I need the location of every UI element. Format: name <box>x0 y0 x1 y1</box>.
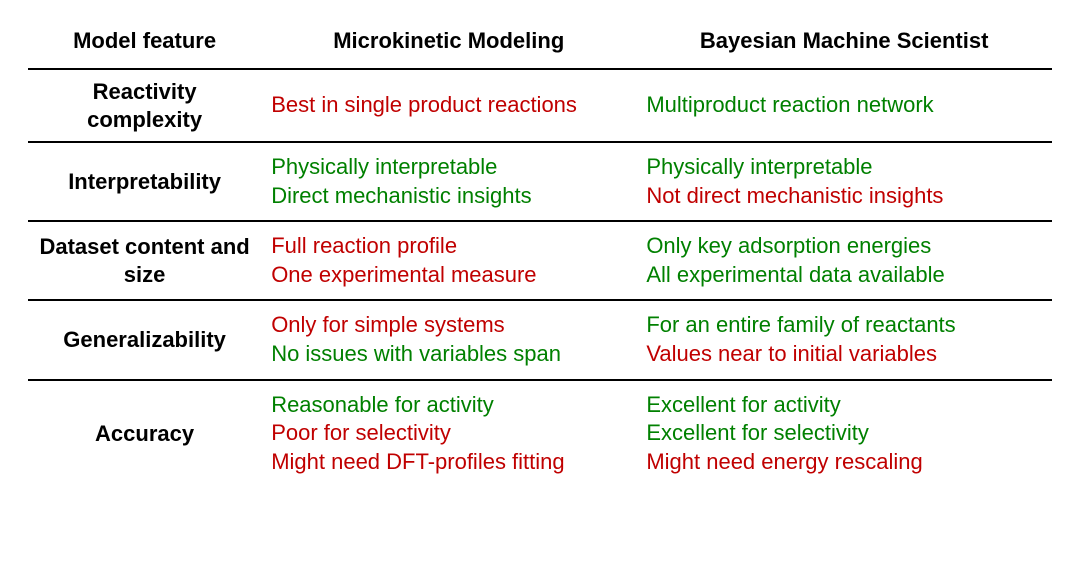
cell-line: No issues with variables span <box>271 340 630 369</box>
comparison-table-container: Model feature Microkinetic Modeling Baye… <box>0 0 1080 567</box>
comparison-table: Model feature Microkinetic Modeling Baye… <box>28 18 1052 486</box>
cell-line: Direct mechanistic insights <box>271 182 630 211</box>
microkinetic-cell: Reasonable for activityPoor for selectiv… <box>261 380 636 487</box>
feature-label: Generalizability <box>28 300 261 379</box>
table-row: GeneralizabilityOnly for simple systemsN… <box>28 300 1052 379</box>
cell-line: One experimental measure <box>271 261 630 290</box>
cell-line: Excellent for selectivity <box>646 419 1046 448</box>
table-row: InterpretabilityPhysically interpretable… <box>28 142 1052 221</box>
microkinetic-cell: Full reaction profileOne experimental me… <box>261 221 636 300</box>
feature-label: Accuracy <box>28 380 261 487</box>
feature-label: Interpretability <box>28 142 261 221</box>
table-row: Reactivity complexity Best in single prod… <box>28 69 1052 142</box>
cell-line: All experimental data available <box>646 261 1046 290</box>
microkinetic-cell: Best in single product reactions <box>261 69 636 142</box>
microkinetic-cell: Physically interpretableDirect mechanist… <box>261 142 636 221</box>
cell-line: Only key adsorption energies <box>646 232 1046 261</box>
cell-line: Full reaction profile <box>271 232 630 261</box>
header-model-feature: Model feature <box>28 18 261 69</box>
cell-line: Physically interpretable <box>271 153 630 182</box>
cell-line: Physically interpretable <box>646 153 1046 182</box>
cell-line: For an entire family of reactants <box>646 311 1046 340</box>
bayesian-cell: Multiproduct reaction network <box>636 69 1052 142</box>
table-row: AccuracyReasonable for activityPoor for … <box>28 380 1052 487</box>
microkinetic-cell: Only for simple systemsNo issues with va… <box>261 300 636 379</box>
cell-line: Multiproduct reaction network <box>646 91 1046 120</box>
cell-line: Poor for selectivity <box>271 419 630 448</box>
bayesian-cell: Only key adsorption energiesAll experime… <box>636 221 1052 300</box>
cell-line: Reasonable for activity <box>271 391 630 420</box>
table-row: Dataset content and sizeFull reaction pr… <box>28 221 1052 300</box>
feature-label: Reactivity complexity <box>28 69 261 142</box>
bayesian-cell: Physically interpretableNot direct mecha… <box>636 142 1052 221</box>
cell-line: Might need energy rescaling <box>646 448 1046 477</box>
cell-line: Excellent for activity <box>646 391 1046 420</box>
cell-line: Might need DFT-profiles fitting <box>271 448 630 477</box>
cell-line: Not direct mechanistic insights <box>646 182 1046 211</box>
cell-line: Only for simple systems <box>271 311 630 340</box>
bayesian-cell: Excellent for activityExcellent for sele… <box>636 380 1052 487</box>
header-microkinetic: Microkinetic Modeling <box>261 18 636 69</box>
cell-line: Best in single product reactions <box>271 91 630 120</box>
cell-line: Values near to initial variables <box>646 340 1046 369</box>
header-bayesian: Bayesian Machine Scientist <box>636 18 1052 69</box>
feature-label: Dataset content and size <box>28 221 261 300</box>
bayesian-cell: For an entire family of reactantsValues … <box>636 300 1052 379</box>
header-row: Model feature Microkinetic Modeling Baye… <box>28 18 1052 69</box>
